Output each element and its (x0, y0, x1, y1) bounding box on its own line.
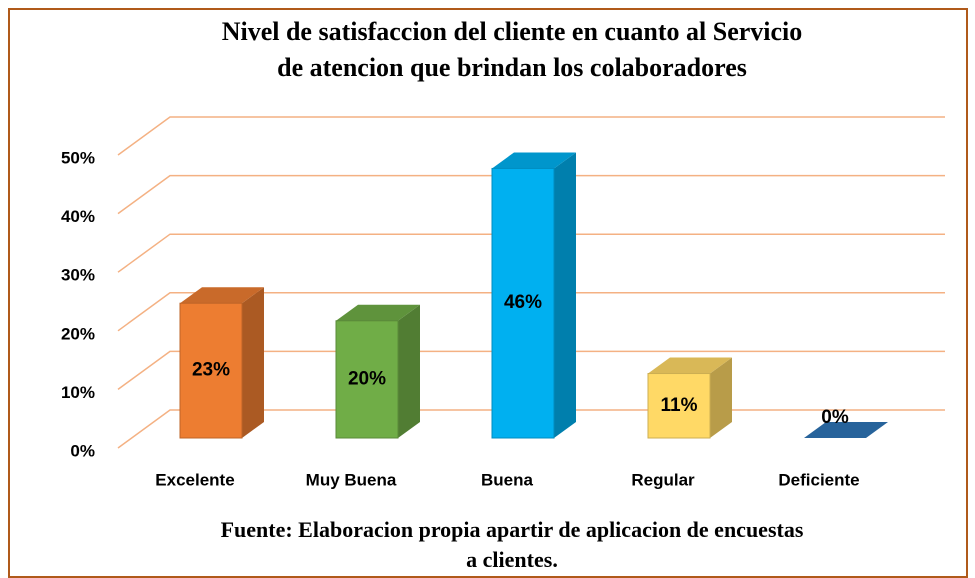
bar-top (492, 152, 576, 169)
grid-line (117, 350, 945, 391)
grid-line (117, 116, 945, 156)
y-tick-label: 40% (61, 207, 95, 226)
bar-top (648, 357, 732, 374)
y-tick-label: 50% (61, 148, 95, 167)
bar-side (398, 304, 420, 438)
grid-line (117, 174, 945, 215)
value-label: 23% (192, 360, 230, 381)
bar-top (180, 287, 264, 304)
grid-line (117, 292, 945, 332)
x-tick-label: Excelente (155, 470, 234, 489)
y-tick-label: 30% (61, 266, 95, 285)
bar (335, 320, 399, 439)
value-label: 20% (348, 368, 386, 389)
value-label: 46% (504, 292, 542, 313)
value-label: 0% (821, 407, 849, 428)
grid-line (117, 233, 945, 273)
value-label: 11% (661, 395, 698, 416)
bar-side (554, 152, 576, 438)
x-tick-label: Buena (481, 470, 534, 489)
y-tick-label: 10% (61, 383, 95, 402)
bar (647, 373, 711, 439)
bar (179, 302, 243, 439)
x-tick-label: Regular (631, 470, 695, 489)
bar-side (242, 287, 264, 438)
y-tick-label: 0% (70, 441, 95, 460)
y-tick-label: 20% (61, 324, 95, 343)
bar-side (710, 357, 732, 438)
x-tick-label: Deficiente (778, 470, 859, 489)
chart-title: Nivel de satisfaccion del cliente en cua… (222, 17, 803, 82)
x-tick-label: Muy Buena (306, 470, 397, 489)
chart-note: Fuente: Elaboracion propia apartir de ap… (221, 517, 804, 572)
bar-top (804, 422, 888, 438)
bar (491, 167, 555, 439)
bar-top (336, 304, 420, 321)
